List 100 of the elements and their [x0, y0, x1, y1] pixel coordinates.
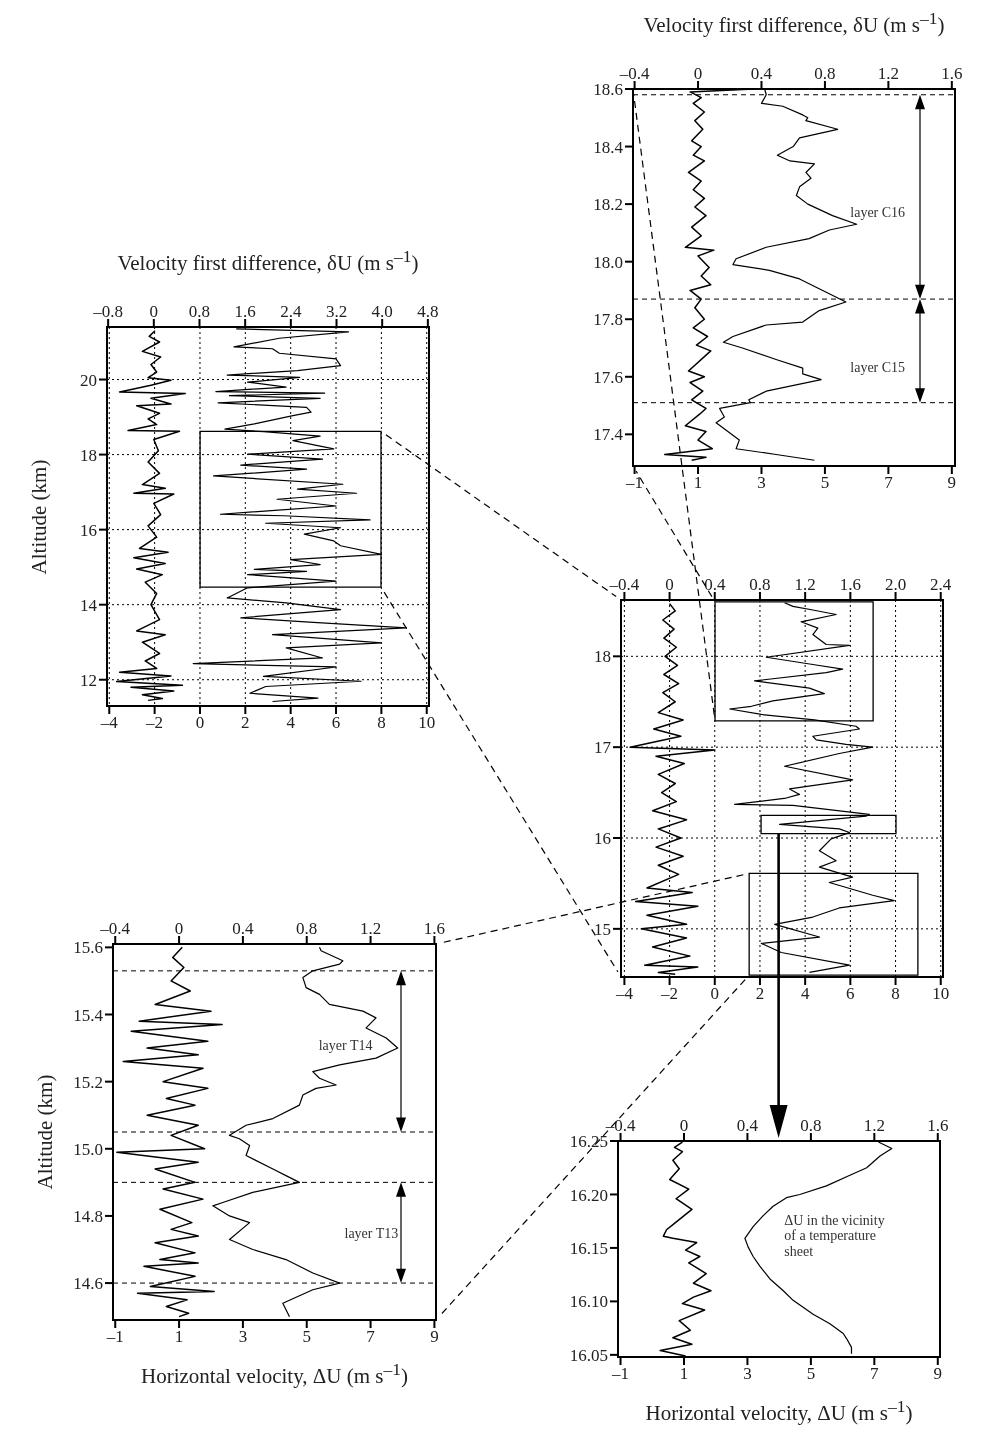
x-tick-label: –1	[105, 1327, 124, 1347]
x-tick-label: –2	[145, 713, 164, 733]
y-tick-label: 18.6	[593, 80, 623, 100]
y-tick-label: 16	[80, 520, 97, 540]
y-tick-label: 14	[80, 595, 98, 615]
y-tick-label: 15.2	[73, 1072, 103, 1092]
x-tick-label: 10	[932, 984, 950, 1004]
y-axis-title: Altitude (km)	[32, 1074, 58, 1190]
x-tick-label: 9	[947, 473, 957, 493]
y-tick-label: 17.4	[593, 425, 624, 445]
x2-tick-label: 1.6	[234, 302, 256, 321]
x2-tick-label: 0.8	[800, 1116, 822, 1135]
x-tick-label: 2	[241, 713, 250, 733]
x-tick-label: 5	[820, 473, 830, 493]
x-tick-label: 7	[366, 1327, 376, 1347]
annotation: layer T13	[344, 1225, 399, 1242]
x2-tick-label: 0.8	[814, 64, 836, 83]
y-tick-label: 18.2	[593, 195, 623, 215]
annotation: ΔU in the vicinity of a temperature sheet	[784, 1212, 886, 1260]
x-tick-label: 9	[430, 1327, 439, 1347]
x2-tick-label: 1.6	[423, 919, 446, 938]
y-tick-label: 16.15	[569, 1238, 608, 1258]
y-tick-label: 15	[594, 919, 611, 939]
x2-tick-label: 0	[149, 302, 159, 321]
x-tick-label: 1	[693, 473, 703, 493]
x2-tick-label: 1.6	[927, 1116, 949, 1135]
x2-tick-label: 1.6	[941, 64, 963, 83]
x2-tick-label: 0	[174, 919, 184, 938]
y-tick-label: 12	[80, 670, 97, 690]
y-tick-label: 17.6	[593, 367, 623, 387]
y-tick-label: 15.0	[73, 1139, 103, 1159]
x-tick-label: 4	[286, 713, 296, 733]
x-axis-title: Horizontal velocity, ΔU (m s$^{–1}$)	[645, 1396, 913, 1426]
x-tick-label: 7	[884, 473, 894, 493]
x2-tick-label: 1.6	[839, 575, 861, 594]
x-tick-label: –4	[614, 984, 634, 1004]
x-tick-label: 0	[195, 713, 205, 733]
y-tick-label: 16	[594, 829, 611, 849]
y-tick-label: 15.4	[73, 1005, 104, 1025]
x2-tick-label: –0.4	[99, 919, 131, 938]
x2-tick-label: 0.8	[188, 302, 211, 321]
x-tick-label: –1	[611, 1364, 630, 1384]
x-tick-label: 2	[755, 984, 765, 1004]
x2-tick-label: 1.2	[863, 1116, 885, 1135]
x2-tick-label: 2.4	[280, 302, 302, 321]
x2-tick-label: 4.8	[417, 302, 439, 321]
x2-tick-label: 0.4	[750, 64, 773, 83]
x2-tick-label: 1.2	[877, 64, 899, 83]
x-tick-label: –2	[660, 984, 679, 1004]
x-axis-title: Horizontal velocity, ΔU (m s$^{–1}$)	[140, 1359, 409, 1389]
x-tick-label: 1	[174, 1327, 184, 1347]
x-tick-label: 1	[679, 1364, 689, 1384]
y-tick-label: 14.8	[73, 1206, 103, 1226]
y-tick-label: 18.4	[593, 137, 624, 157]
y-tick-label: 16.20	[569, 1185, 608, 1205]
x-tick-label: 8	[891, 984, 900, 1004]
x2-tick-label: 0.4	[736, 1116, 759, 1135]
y-tick-label: 17	[594, 738, 612, 758]
x2-tick-label: 2.4	[930, 575, 952, 594]
y-tick-label: 18	[594, 647, 611, 667]
x2-tick-label: –0.4	[604, 1116, 636, 1135]
x-tick-label: 4	[800, 984, 810, 1004]
y-tick-label: 18	[80, 445, 97, 465]
x-tick-label: 3	[743, 1364, 752, 1384]
x2-tick-label: 4.0	[371, 302, 393, 321]
annotation: layer C16	[850, 205, 906, 222]
y-tick-label: 16.05	[569, 1345, 608, 1365]
x2-tick-label: 3.2	[325, 302, 348, 321]
y-tick-label: 15.6	[73, 938, 103, 958]
x2-tick-label: 0.4	[232, 919, 255, 938]
x-tick-label: 9	[933, 1364, 943, 1384]
x2-tick-label: 0.8	[296, 919, 318, 938]
x2-tick-label: 0	[693, 64, 703, 83]
x2-tick-label: 0.8	[749, 575, 771, 594]
x-tick-label: 3	[757, 473, 766, 493]
x2-tick-label: 0	[679, 1116, 689, 1135]
x2-tick-label: 0.4	[704, 575, 726, 594]
y-axis-title: Altitude (km)	[26, 459, 52, 574]
x-tick-label: 6	[846, 984, 855, 1004]
annotation: layer T14	[318, 1037, 373, 1054]
y-tick-label: 14.6	[73, 1274, 103, 1294]
x-tick-label: 3	[238, 1327, 248, 1347]
y-tick-label: 17.8	[593, 310, 623, 330]
annotation: layer C15	[850, 360, 906, 376]
x2-tick-label: 0	[665, 575, 674, 594]
x-tick-label: 7	[870, 1364, 880, 1384]
x2-tick-label: 1.2	[794, 575, 816, 594]
x-tick-label: 0	[710, 984, 720, 1004]
x2-tick-label: –0.4	[608, 575, 640, 594]
x-tick-label: –1	[625, 473, 644, 493]
x-tick-label: 10	[418, 713, 436, 733]
x2-tick-label: 2.0	[884, 575, 907, 594]
x2-tick-label: –0.8	[92, 302, 124, 321]
x-tick-label: –4	[99, 713, 119, 733]
y-tick-label: 16.10	[569, 1292, 608, 1312]
x2-axis-title: Velocity first difference, δU (m s$^{–1}$)	[643, 8, 945, 38]
x-tick-label: 8	[377, 713, 386, 733]
x-tick-label: 5	[302, 1327, 311, 1347]
x-tick-label: 5	[806, 1364, 816, 1384]
x2-tick-label: –0.4	[618, 64, 650, 83]
